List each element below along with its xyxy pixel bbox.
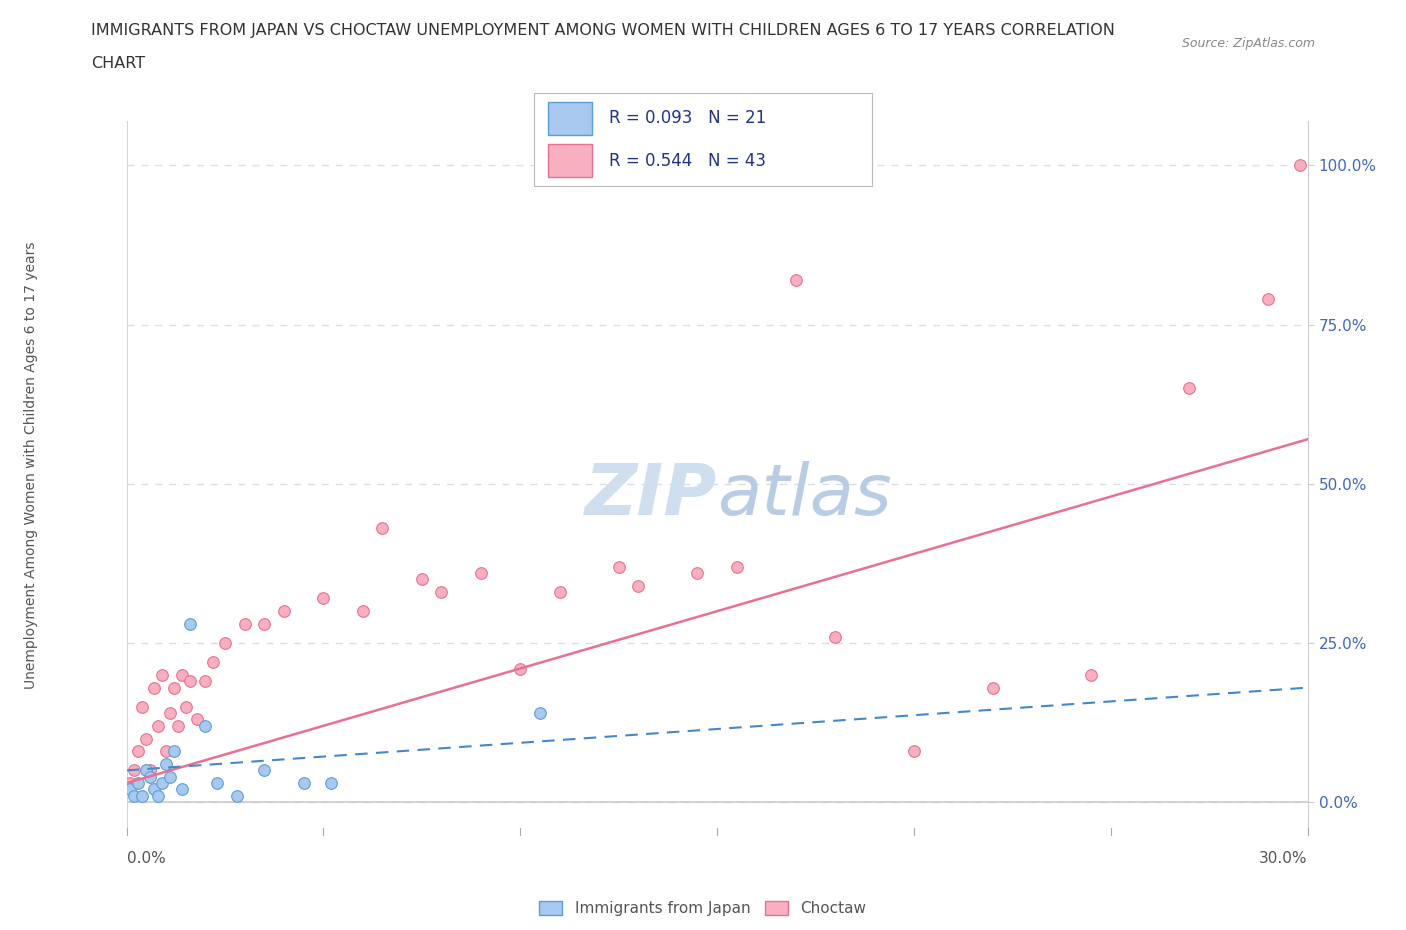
Point	[214, 635, 236, 650]
Point	[225, 789, 247, 804]
Text: Unemployment Among Women with Children Ages 6 to 17 years: Unemployment Among Women with Children A…	[24, 241, 38, 689]
Point	[163, 744, 186, 759]
Point	[146, 789, 169, 804]
Text: CHART: CHART	[91, 56, 145, 71]
Text: IMMIGRANTS FROM JAPAN VS CHOCTAW UNEMPLOYMENT AMONG WOMEN WITH CHILDREN AGES 6 T: IMMIGRANTS FROM JAPAN VS CHOCTAW UNEMPLO…	[91, 23, 1115, 38]
Point	[163, 680, 186, 695]
Point	[1080, 668, 1102, 683]
Point	[127, 776, 149, 790]
Point	[124, 763, 146, 777]
Point	[233, 617, 256, 631]
Point	[155, 757, 177, 772]
Point	[131, 699, 153, 714]
Point	[1178, 381, 1201, 396]
Text: 30.0%: 30.0%	[1260, 851, 1308, 866]
Point	[155, 744, 177, 759]
Point	[131, 789, 153, 804]
Point	[143, 782, 166, 797]
Point	[548, 585, 571, 600]
Point	[1257, 292, 1279, 307]
Text: R = 0.093   N = 21: R = 0.093 N = 21	[609, 109, 766, 127]
Point	[194, 674, 217, 689]
Bar	[548, 102, 592, 135]
Point	[785, 272, 807, 287]
Point	[170, 782, 193, 797]
Point	[150, 668, 173, 683]
Point	[627, 578, 650, 593]
Point	[179, 617, 201, 631]
Point	[686, 565, 709, 580]
Point	[120, 776, 142, 790]
Bar	[548, 144, 592, 177]
Point	[509, 661, 531, 676]
Point	[170, 668, 193, 683]
Point	[139, 769, 162, 784]
Point	[127, 744, 149, 759]
Point	[411, 572, 433, 587]
Point	[903, 744, 925, 759]
Point	[202, 655, 225, 670]
Point	[824, 630, 846, 644]
Point	[205, 776, 228, 790]
Point	[179, 674, 201, 689]
Point	[194, 718, 217, 733]
Point	[253, 617, 276, 631]
Point	[1288, 158, 1310, 173]
Point	[529, 706, 551, 721]
Point	[135, 763, 157, 777]
Point	[253, 763, 276, 777]
Point	[470, 565, 492, 580]
Point	[143, 680, 166, 695]
Point	[312, 591, 335, 606]
Legend: Immigrants from Japan, Choctaw: Immigrants from Japan, Choctaw	[533, 895, 873, 923]
Point	[273, 604, 295, 618]
Point	[352, 604, 374, 618]
Point	[150, 776, 173, 790]
Point	[135, 731, 157, 746]
Point	[321, 776, 343, 790]
Text: atlas: atlas	[717, 461, 891, 530]
Point	[607, 559, 630, 574]
Point	[139, 763, 162, 777]
Text: R = 0.544   N = 43: R = 0.544 N = 43	[609, 152, 765, 170]
Point	[292, 776, 315, 790]
Point	[159, 706, 181, 721]
Point	[174, 699, 197, 714]
Point	[166, 718, 188, 733]
Point	[120, 782, 142, 797]
Point	[725, 559, 748, 574]
Text: ZIP: ZIP	[585, 461, 717, 530]
Point	[186, 712, 208, 727]
Point	[371, 521, 394, 536]
Text: 0.0%: 0.0%	[127, 851, 166, 866]
Point	[981, 680, 1004, 695]
Point	[124, 789, 146, 804]
Point	[146, 718, 169, 733]
Text: Source: ZipAtlas.com: Source: ZipAtlas.com	[1181, 37, 1315, 50]
Point	[430, 585, 453, 600]
Point	[159, 769, 181, 784]
